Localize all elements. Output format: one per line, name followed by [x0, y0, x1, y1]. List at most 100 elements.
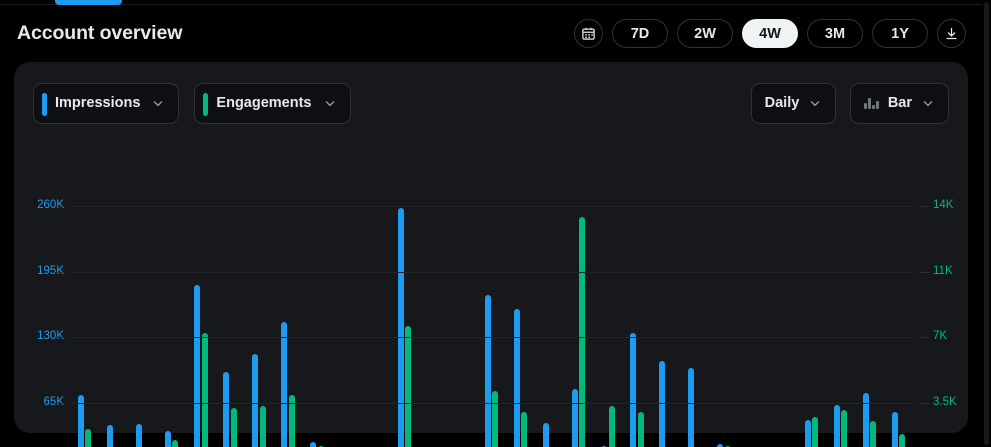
- series-selector-impressions-label: Impressions: [55, 95, 141, 111]
- bar-impressions[interactable]: [484, 294, 491, 447]
- chevron-down-icon: [154, 101, 163, 107]
- y-axis-right-tick: 11K: [933, 265, 953, 277]
- bar-engagements[interactable]: [85, 428, 92, 447]
- page-header: Account overview 7D 2W: [0, 5, 982, 62]
- bar-engagements[interactable]: [317, 445, 324, 447]
- bar-engagements[interactable]: [492, 391, 499, 447]
- scrollbar-thumb[interactable]: [984, 2, 989, 445]
- range-button-2w-label: 2W: [694, 25, 716, 42]
- range-button-4w-label: 4W: [759, 25, 781, 42]
- chevron-down-icon: [325, 101, 334, 107]
- series-selector-engagements[interactable]: Engagements: [194, 82, 351, 124]
- bar-group: [70, 206, 913, 447]
- series-selector-engagements-label: Engagements: [216, 95, 312, 111]
- bar-engagements[interactable]: [201, 333, 208, 447]
- bar-engagements[interactable]: [579, 217, 586, 447]
- range-button-3m[interactable]: 3M: [807, 19, 863, 48]
- bar-impressions[interactable]: [659, 361, 666, 447]
- calendar-icon: [582, 27, 595, 40]
- gridline: [70, 206, 913, 207]
- bar-engagements[interactable]: [405, 325, 412, 447]
- bar-impressions[interactable]: [164, 430, 171, 447]
- bar-chart-icon: [864, 97, 879, 109]
- bar-impressions[interactable]: [310, 441, 317, 447]
- range-button-1y-label: 1Y: [891, 25, 909, 42]
- bar-impressions[interactable]: [688, 368, 695, 447]
- chart-type-dropdown[interactable]: Bar: [850, 82, 949, 124]
- range-button-3m-label: 3M: [824, 25, 846, 42]
- time-range-selector: 7D 2W 4W 3M 1Y: [574, 19, 966, 48]
- bar-impressions[interactable]: [194, 284, 201, 447]
- impressions-color-swatch: [42, 92, 47, 116]
- y-axis-left-tick-dash: [55, 206, 64, 207]
- bar-impressions[interactable]: [397, 208, 404, 447]
- range-button-7d[interactable]: 7D: [612, 19, 668, 48]
- y-axis-left-tick: 260K: [37, 199, 64, 211]
- bar-engagements[interactable]: [288, 395, 295, 447]
- y-axis-left-tick-dash: [55, 403, 64, 404]
- bar-impressions[interactable]: [862, 393, 869, 447]
- chart-controls: Impressions Engagements Daily: [14, 82, 968, 124]
- bar-impressions[interactable]: [601, 445, 608, 447]
- bar-impressions[interactable]: [252, 354, 259, 447]
- gridline: [70, 272, 913, 273]
- y-axis-left: 065K130K195K260K: [14, 199, 64, 447]
- bar-impressions[interactable]: [804, 419, 811, 447]
- y-axis-left-tick-dash: [55, 337, 64, 338]
- bar-engagements[interactable]: [870, 421, 877, 447]
- y-axis-left-tick-dash: [55, 272, 64, 273]
- y-axis-right-tick-dash: [920, 403, 929, 404]
- bar-impressions[interactable]: [223, 372, 230, 447]
- bar-engagements[interactable]: [172, 439, 179, 447]
- bar-impressions[interactable]: [135, 423, 142, 447]
- bar-engagements[interactable]: [608, 406, 615, 447]
- range-button-2w[interactable]: 2W: [677, 19, 733, 48]
- bar-impressions[interactable]: [77, 395, 84, 447]
- granularity-dropdown[interactable]: Daily: [750, 82, 837, 124]
- active-tab-indicator[interactable]: [55, 0, 122, 5]
- bar-engagements[interactable]: [230, 408, 237, 447]
- calendar-picker-button[interactable]: [574, 19, 603, 48]
- chart-type-dropdown-label: Bar: [887, 95, 912, 111]
- bar-impressions[interactable]: [571, 389, 578, 447]
- granularity-dropdown-label: Daily: [764, 95, 800, 111]
- y-axis-left-tick: 130K: [37, 330, 64, 342]
- y-axis-right-tick-dash: [920, 206, 929, 207]
- bar-engagements[interactable]: [724, 445, 731, 447]
- gridline: [70, 337, 913, 338]
- engagements-color-swatch: [203, 92, 209, 116]
- chart-options: Daily Bar: [750, 82, 949, 124]
- bar-engagements[interactable]: [812, 417, 818, 447]
- tab-strip-divider: [0, 4, 982, 5]
- plot-inner: [70, 206, 913, 447]
- bar-impressions[interactable]: [833, 404, 840, 447]
- bar-engagements[interactable]: [259, 406, 266, 447]
- y-axis-right-tick: 7K: [933, 330, 948, 342]
- bar-impressions[interactable]: [106, 424, 113, 447]
- bar-impressions[interactable]: [513, 308, 520, 447]
- range-button-1y[interactable]: 1Y: [872, 19, 928, 48]
- bar-impressions[interactable]: [717, 443, 724, 447]
- bar-impressions[interactable]: [542, 422, 549, 447]
- bar-engagements[interactable]: [521, 411, 528, 447]
- y-axis-left-tick: 195K: [37, 265, 64, 277]
- series-selector-impressions[interactable]: Impressions: [33, 82, 180, 124]
- y-axis-right-tick: 3.5K: [933, 396, 957, 408]
- bar-impressions[interactable]: [281, 321, 288, 447]
- range-button-7d-label: 7D: [630, 25, 650, 42]
- gridline: [70, 403, 913, 404]
- range-button-4w[interactable]: 4W: [742, 19, 798, 48]
- series-selectors: Impressions Engagements: [33, 82, 351, 124]
- scrollbar-track[interactable]: [982, 0, 991, 447]
- bar-impressions[interactable]: [630, 332, 637, 447]
- bar-engagements[interactable]: [899, 434, 906, 447]
- bar-engagements[interactable]: [637, 411, 644, 447]
- bar-impressions[interactable]: [891, 411, 898, 447]
- download-button[interactable]: [937, 19, 966, 48]
- analytics-card: Impressions Engagements Daily: [14, 62, 968, 447]
- bar-engagements[interactable]: [841, 410, 848, 447]
- y-axis-left-tick: 65K: [43, 396, 64, 408]
